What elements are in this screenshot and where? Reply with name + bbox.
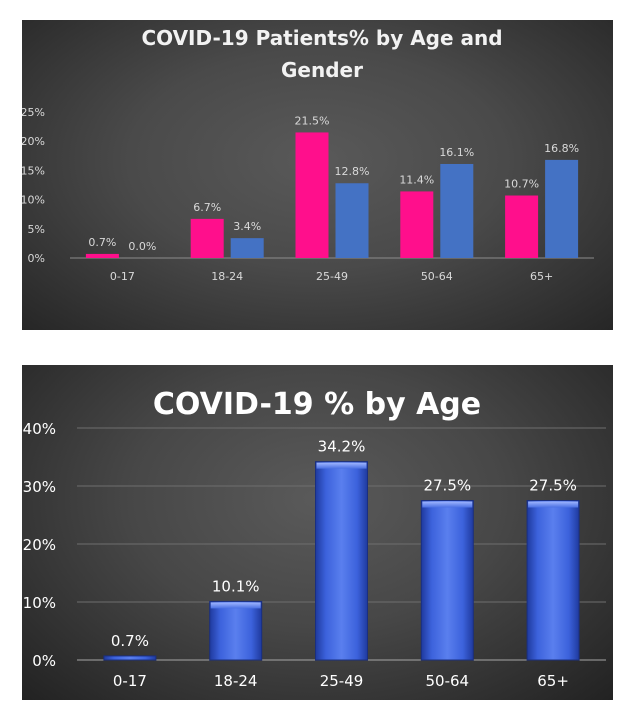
bar bbox=[315, 461, 368, 661]
age-chart-panel: COVID-19 % by Age 0% 10% 20% 30% 40% 0.7% 0-17 1… bbox=[22, 365, 613, 700]
data-label: 10.7% bbox=[504, 178, 539, 191]
data-label: 27.5% bbox=[529, 477, 577, 495]
bar bbox=[505, 195, 539, 258]
x-tick-label: 0-17 bbox=[113, 672, 147, 690]
bar bbox=[230, 238, 264, 258]
bar bbox=[526, 500, 580, 661]
y-tick-label: 20% bbox=[22, 135, 45, 148]
age-bar-chart: COVID-19 % by Age 0% 10% 20% 30% 40% 0.7% 0-17 1… bbox=[23, 387, 606, 690]
bar-bevel bbox=[528, 501, 579, 508]
data-label: 16.8% bbox=[544, 142, 579, 155]
x-tick-label: 50-64 bbox=[421, 270, 453, 283]
data-label: 11.4% bbox=[399, 173, 434, 186]
y-tick-label: 25% bbox=[22, 106, 45, 119]
data-label: 6.7% bbox=[193, 201, 221, 214]
gender-age-chart-panel: COVID-19 Patients% by Age and Gender 0% 5% 1… bbox=[21, 20, 613, 330]
chart-title-line: Gender bbox=[281, 58, 363, 82]
data-label: 10.1% bbox=[212, 577, 260, 595]
y-tick-label: 5% bbox=[28, 223, 45, 236]
x-tick-label: 0-17 bbox=[110, 270, 135, 283]
x-tick-label: 18-24 bbox=[214, 672, 258, 690]
gender-age-bar-chart: COVID-19 Patients% by Age and Gender 0% 5% 1… bbox=[21, 26, 594, 283]
bar bbox=[400, 191, 434, 258]
y-tick-label: 30% bbox=[23, 478, 56, 496]
data-label: 27.5% bbox=[423, 477, 471, 495]
data-label: 0.0% bbox=[128, 240, 156, 253]
bar bbox=[440, 163, 474, 258]
bar bbox=[85, 253, 119, 258]
bar bbox=[209, 600, 263, 661]
x-tick-label: 65+ bbox=[537, 672, 569, 690]
bar bbox=[103, 655, 157, 661]
bar-bevel bbox=[422, 501, 473, 508]
chart-title: COVID-19 % by Age bbox=[153, 387, 481, 422]
data-label: 16.1% bbox=[439, 146, 474, 159]
data-label: 34.2% bbox=[318, 438, 366, 456]
bar bbox=[420, 500, 474, 661]
data-label: 12.8% bbox=[335, 165, 370, 178]
y-tick-label: 20% bbox=[23, 536, 56, 554]
x-tick-label: 50-64 bbox=[426, 672, 470, 690]
data-label: 21.5% bbox=[295, 114, 330, 127]
y-tick-label: 10% bbox=[22, 194, 45, 207]
bar-bevel bbox=[316, 462, 367, 469]
data-label: 0.7% bbox=[88, 236, 116, 249]
y-tick-label: 0% bbox=[28, 252, 45, 265]
bar bbox=[545, 159, 579, 258]
bar bbox=[190, 218, 224, 258]
bar-bevel bbox=[210, 602, 261, 609]
x-tick-label: 25-49 bbox=[320, 672, 364, 690]
y-tick-label: 40% bbox=[23, 420, 56, 438]
y-tick-label: 10% bbox=[23, 594, 56, 612]
y-tick-label: 0% bbox=[32, 652, 56, 670]
y-tick-label: 15% bbox=[22, 164, 45, 177]
data-label: 0.7% bbox=[111, 632, 149, 650]
bar bbox=[335, 183, 369, 258]
x-tick-label: 25-49 bbox=[316, 270, 348, 283]
x-tick-label: 18-24 bbox=[211, 270, 243, 283]
data-label: 3.4% bbox=[233, 220, 261, 233]
bar bbox=[295, 132, 329, 258]
x-tick-label: 65+ bbox=[530, 270, 553, 283]
chart-title-line: COVID-19 Patients% by Age and bbox=[141, 26, 502, 50]
